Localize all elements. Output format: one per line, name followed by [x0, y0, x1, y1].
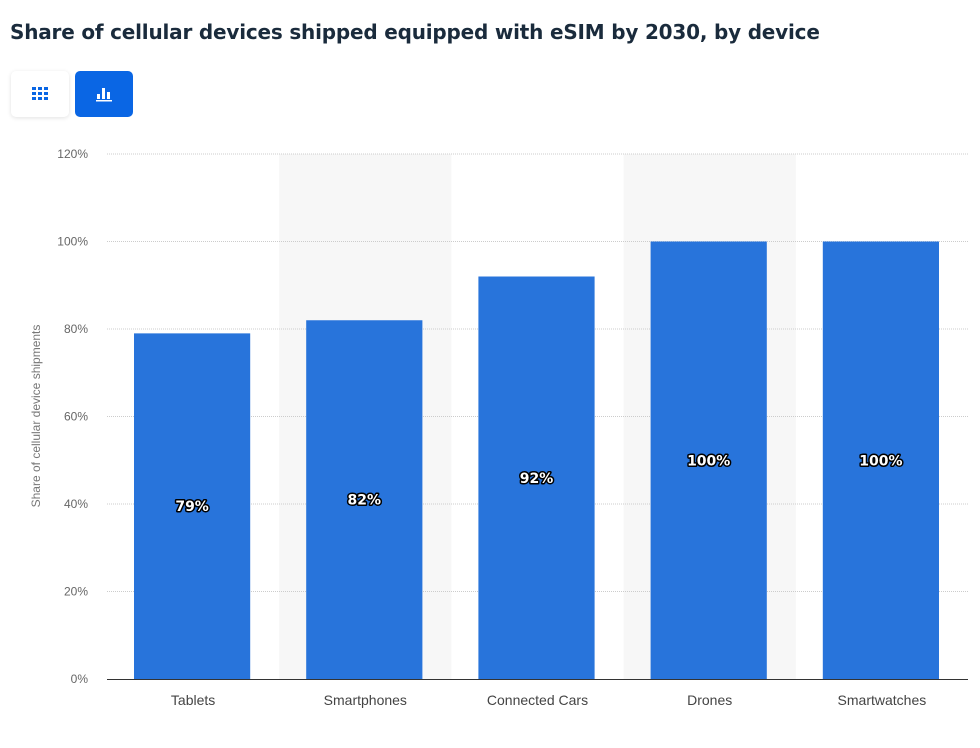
bar-smartwatches[interactable] — [822, 241, 939, 680]
x-tick-label: Smartphones — [324, 692, 407, 708]
table-view-button[interactable] — [11, 71, 69, 117]
data-label: 100% — [687, 453, 730, 469]
x-tick-label: Connected Cars — [487, 692, 588, 708]
y-tick-label: 60% — [64, 410, 88, 424]
data-label: 92% — [520, 471, 554, 487]
x-tick-label: Tablets — [171, 692, 215, 708]
bar-tablets[interactable] — [134, 333, 251, 679]
grid-icon — [32, 87, 48, 100]
x-tick-label: Smartwatches — [838, 692, 927, 708]
data-label: 82% — [348, 493, 382, 509]
bar-chart-icon — [96, 88, 112, 102]
y-tick-label: 120% — [57, 147, 88, 161]
y-tick-label: 100% — [57, 235, 88, 249]
y-tick-label: 40% — [64, 497, 88, 511]
x-tick-label: Drones — [687, 692, 732, 708]
y-tick-label: 20% — [64, 585, 88, 599]
bar-connected-cars[interactable] — [478, 276, 595, 680]
data-label: 79% — [175, 499, 209, 515]
bar-smartphones[interactable] — [306, 320, 423, 679]
data-label: 100% — [859, 453, 902, 469]
chart-view-button[interactable] — [75, 71, 133, 117]
chart-title: Share of cellular devices shipped equipp… — [10, 20, 820, 44]
y-tick-label: 80% — [64, 322, 88, 336]
y-axis-label: Share of cellular device shipments — [29, 325, 43, 508]
bar-drones[interactable] — [650, 241, 767, 680]
y-tick-label: 0% — [71, 672, 89, 686]
